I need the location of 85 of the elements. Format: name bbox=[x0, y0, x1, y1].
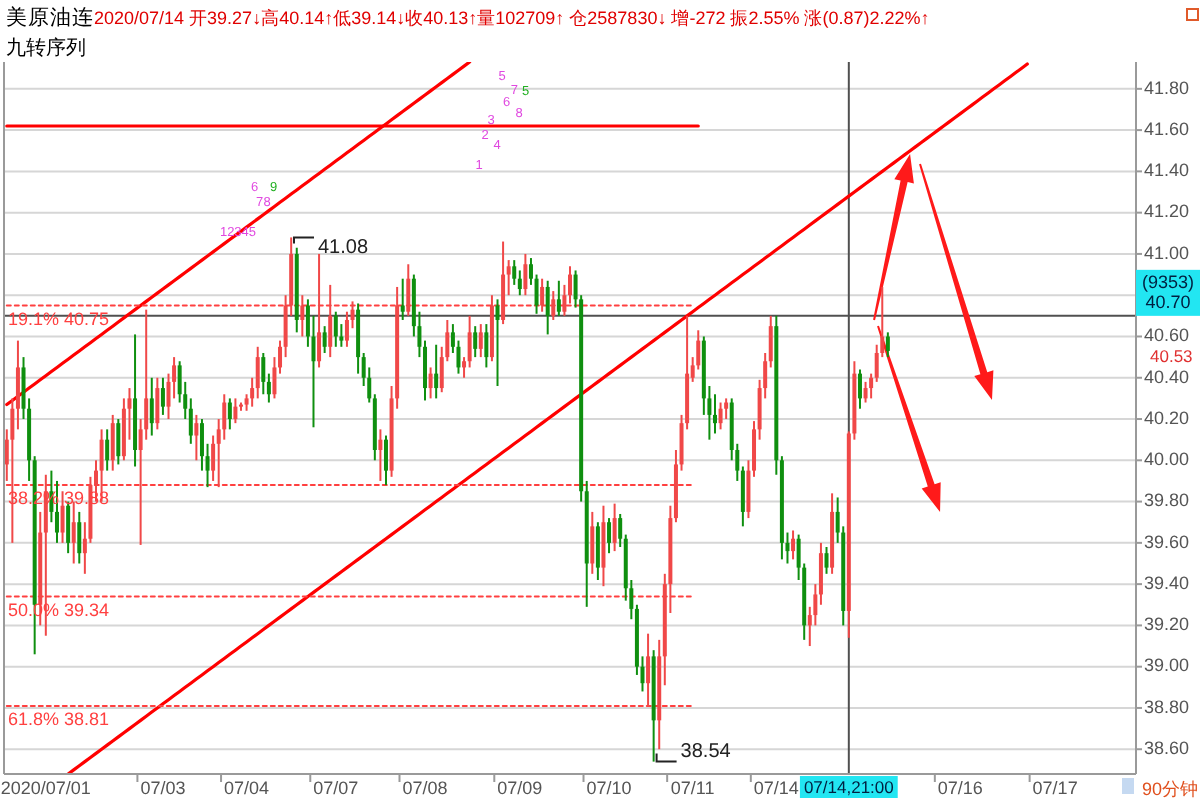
y-tick-label: 40.40 bbox=[1144, 366, 1190, 387]
y-tick-label: 38.80 bbox=[1144, 696, 1190, 717]
x-tick-label: 07/17 bbox=[1032, 778, 1078, 798]
series-label: 61.8% 38.81 bbox=[8, 708, 110, 729]
x-tick-label: 07/10 bbox=[586, 778, 632, 798]
candlestick bbox=[478, 323, 483, 359]
candlestick bbox=[155, 376, 160, 431]
x-tick-label: 07/04 bbox=[224, 778, 270, 798]
x-tick-label: 07/14,21:00 bbox=[803, 777, 895, 797]
candlestick bbox=[110, 413, 115, 472]
candlestick bbox=[378, 428, 383, 482]
candlestick bbox=[406, 263, 411, 317]
candlestick bbox=[400, 277, 405, 321]
y-tick-label: 40.00 bbox=[1144, 449, 1190, 470]
x-tick-label: 07/03 bbox=[140, 778, 186, 798]
candlestick bbox=[194, 413, 199, 462]
candlestick bbox=[724, 397, 729, 421]
y-tick-label: 38.60 bbox=[1144, 737, 1190, 758]
y-tick-label: 39.20 bbox=[1144, 614, 1190, 635]
candlestick bbox=[646, 632, 651, 707]
candlestick bbox=[255, 345, 260, 400]
candlestick bbox=[601, 504, 606, 588]
candlestick bbox=[227, 397, 232, 431]
candlestick bbox=[116, 418, 121, 466]
chart-subtitle: 2020/07/14 开39.27↓高40.14↑低39.14↓收40.13↑量102709↑ 仓2587830↓ 增-272 振2.55% 涨(0.87)2.22%↑ bbox=[94, 8, 930, 28]
candlestick bbox=[484, 323, 489, 369]
candlestick bbox=[233, 397, 238, 425]
candlestick bbox=[317, 252, 322, 369]
x-tick-label: 07/09 bbox=[497, 778, 543, 798]
y-tick-label: 39.80 bbox=[1144, 490, 1190, 511]
candlestick bbox=[607, 517, 612, 555]
candlestick bbox=[383, 434, 388, 487]
candlestick bbox=[300, 294, 305, 338]
candlestick bbox=[590, 510, 595, 575]
annotation: 38.54 bbox=[680, 740, 732, 763]
candlestick bbox=[545, 279, 550, 336]
y-tick-label: 41.20 bbox=[1144, 201, 1190, 222]
y-tick-label: 41.60 bbox=[1144, 118, 1190, 139]
candlestick bbox=[540, 277, 545, 313]
candlestick bbox=[495, 298, 500, 388]
y-tick-label: 39.40 bbox=[1144, 572, 1190, 593]
candlestick bbox=[428, 366, 433, 400]
candlestick bbox=[595, 521, 600, 582]
candlestick bbox=[322, 325, 327, 354]
ref-line-label: (9353) 40.70 bbox=[1141, 271, 1195, 312]
candlestick bbox=[328, 283, 333, 359]
candlestick bbox=[333, 310, 338, 348]
candlestick bbox=[261, 351, 266, 396]
candlestick bbox=[885, 331, 890, 359]
y-tick-label: 41.80 bbox=[1144, 77, 1190, 98]
y-tick-label: 41.00 bbox=[1144, 242, 1190, 263]
x-tick-label: 07/16 bbox=[937, 778, 983, 798]
candlestick bbox=[718, 401, 723, 431]
candlestick bbox=[824, 545, 829, 575]
x-tick-label: 07/08 bbox=[402, 778, 448, 798]
text: 40.53 bbox=[1150, 345, 1194, 366]
y-tick-label: 40.60 bbox=[1144, 325, 1190, 346]
x-tick-label: 07/11 bbox=[670, 778, 715, 798]
candlestick bbox=[551, 290, 556, 321]
candlestick bbox=[105, 428, 110, 472]
chart-title: 美原油连 bbox=[6, 4, 94, 30]
line-series bbox=[66, 62, 1029, 774]
y-tick-label: 41.40 bbox=[1144, 160, 1190, 181]
candlestick bbox=[501, 240, 506, 326]
candlestick bbox=[77, 510, 82, 565]
candlestick bbox=[473, 325, 478, 359]
text: 九转序列 bbox=[6, 36, 86, 60]
candlestick bbox=[434, 343, 439, 400]
x-tick-label: 2020/07/01 bbox=[0, 778, 91, 798]
candlestick bbox=[863, 380, 868, 404]
candlestick bbox=[791, 529, 796, 561]
candlestick bbox=[160, 376, 165, 416]
annotation: 41.08 bbox=[318, 236, 369, 259]
candlestick bbox=[523, 252, 528, 297]
candlestick bbox=[149, 376, 154, 437]
x-tick-label: 07/07 bbox=[313, 778, 359, 798]
candlestick bbox=[712, 393, 717, 435]
y-tick-label: 39.60 bbox=[1144, 531, 1190, 552]
y-tick-label: 40.20 bbox=[1144, 407, 1190, 428]
candlestick bbox=[612, 502, 617, 553]
candlestick bbox=[556, 279, 561, 317]
y-tick-label: 39.00 bbox=[1144, 655, 1190, 676]
candlestick bbox=[857, 368, 862, 410]
text: 90分钟 bbox=[1142, 779, 1199, 799]
x-tick-label: 07/14 bbox=[753, 778, 799, 798]
